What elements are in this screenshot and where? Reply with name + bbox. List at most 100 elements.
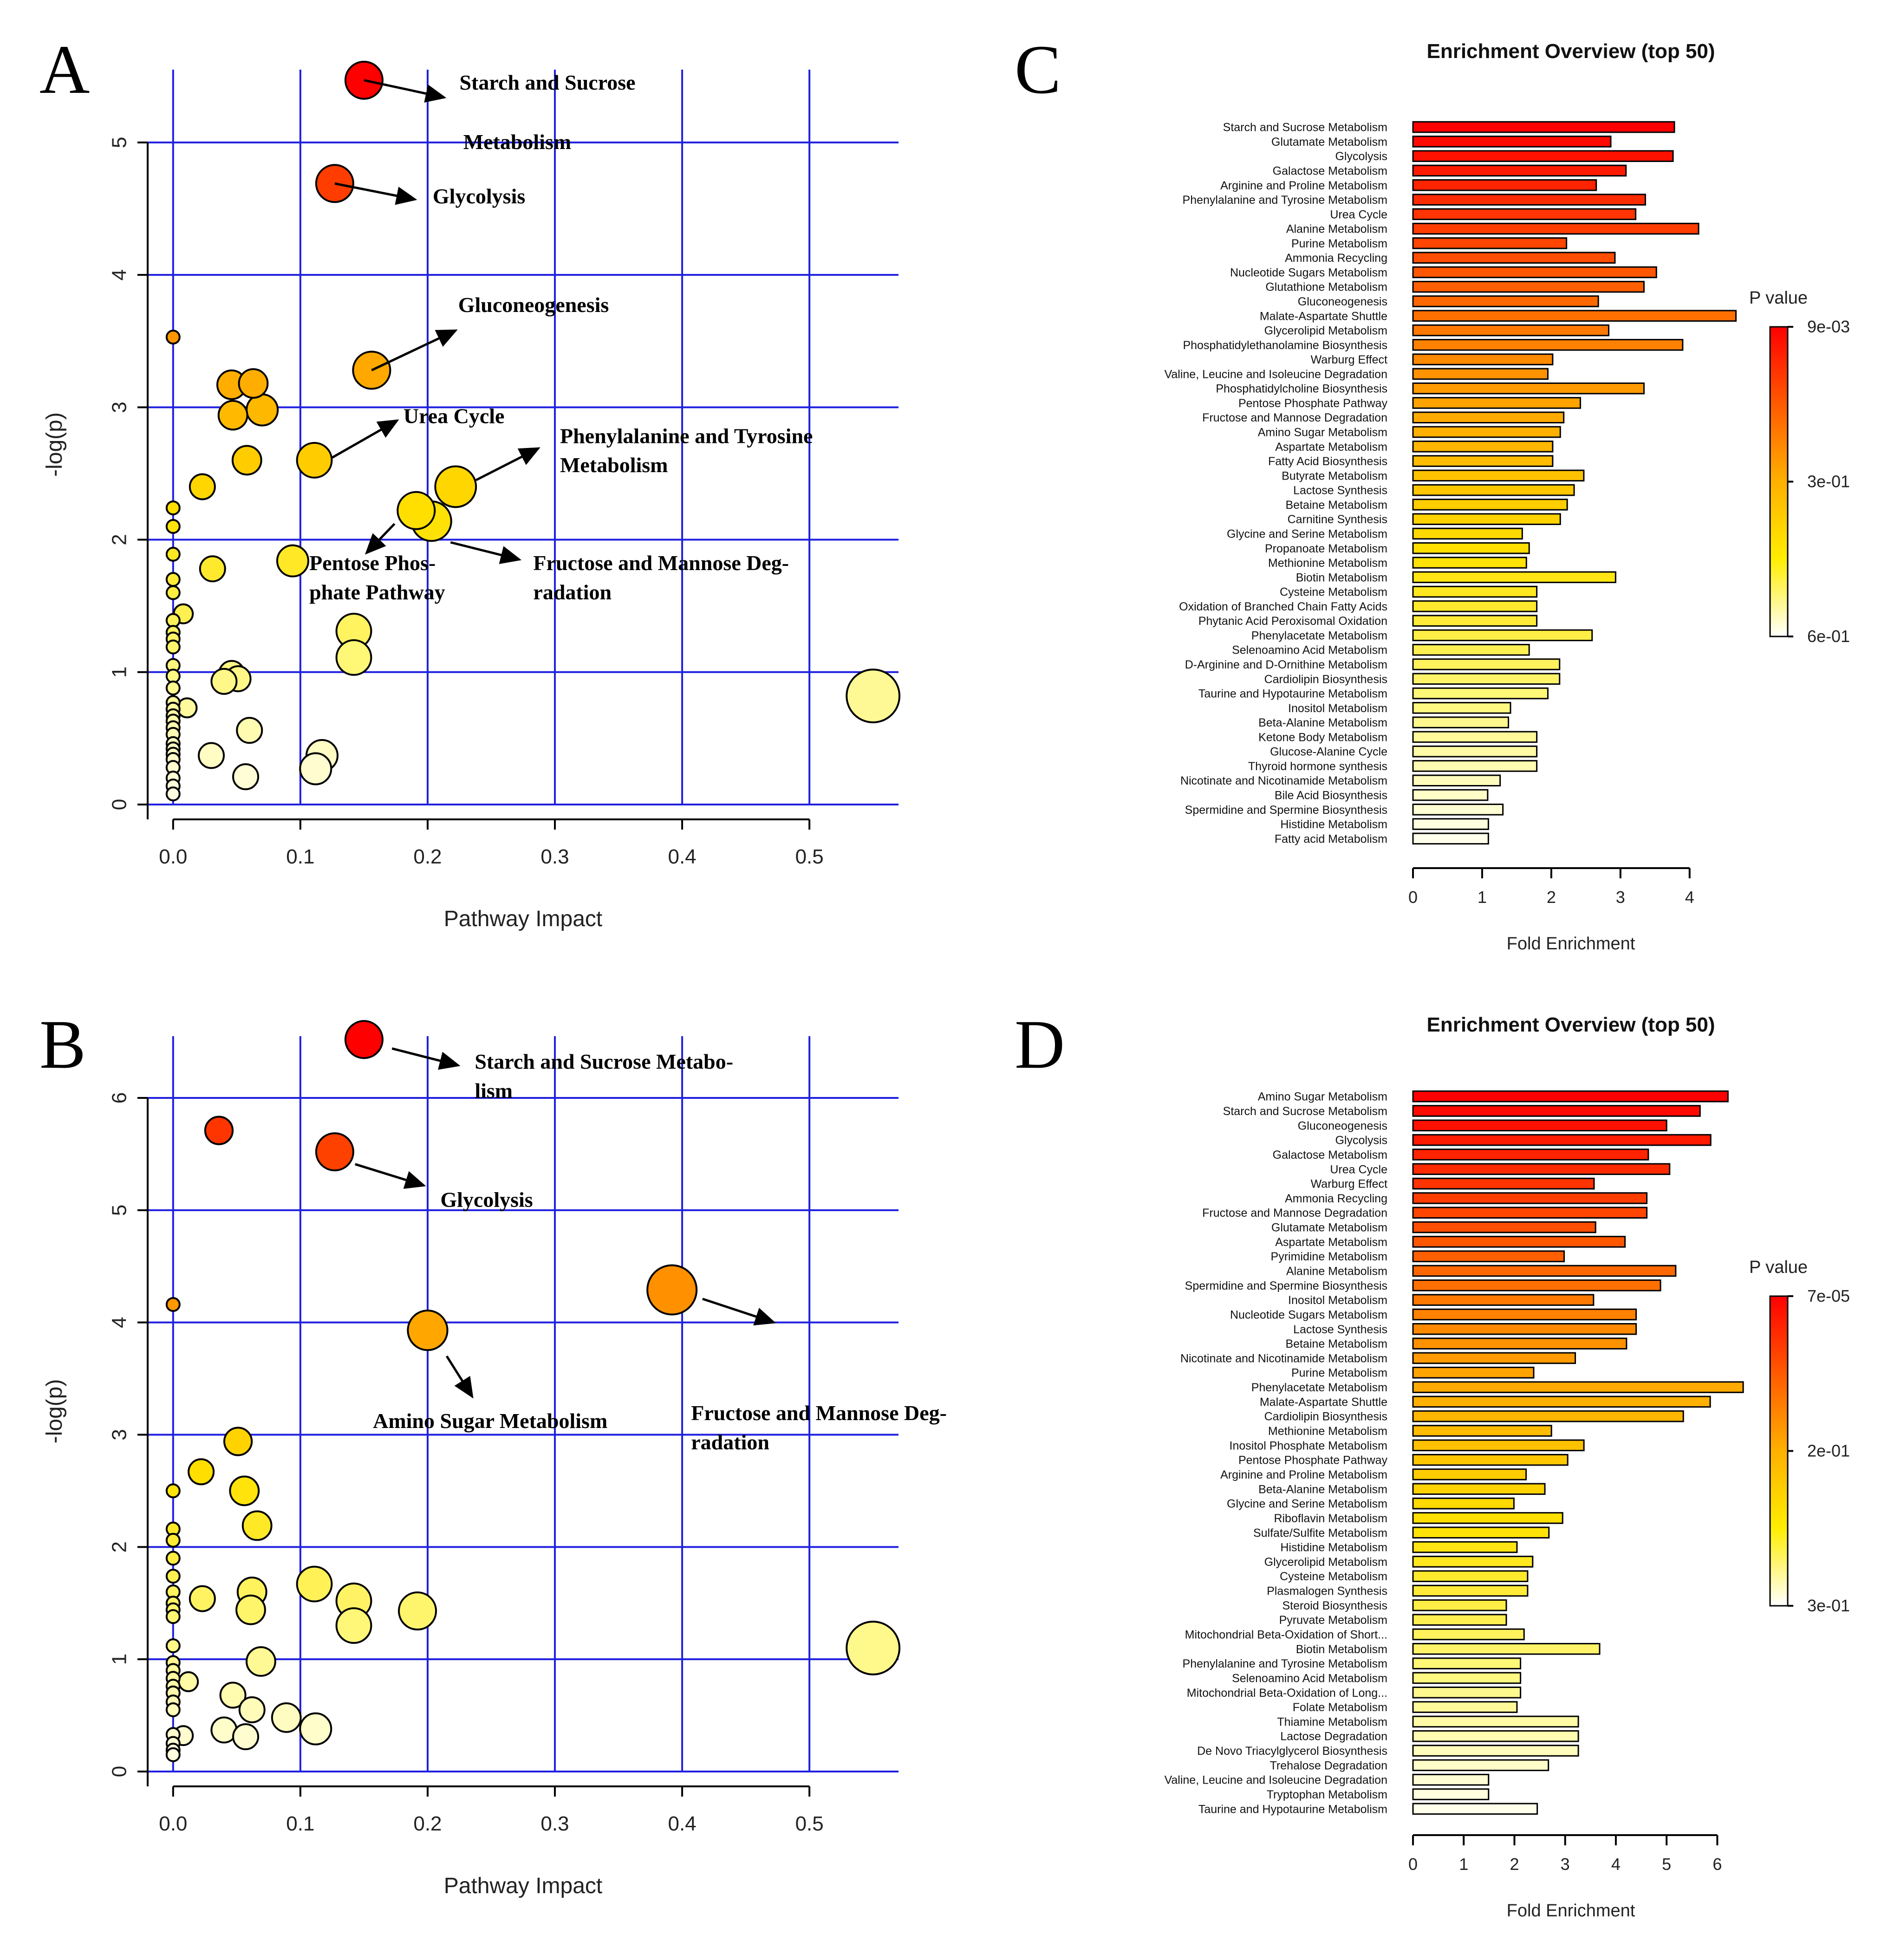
bar <box>1412 179 1597 191</box>
bar-label: Bile Acid Biosynthesis <box>1275 789 1387 802</box>
chart-title: Enrichment Overview (top 50) <box>1426 1013 1715 1036</box>
bar-label: Pyrimidine Metabolism <box>1271 1250 1387 1263</box>
bar <box>1412 557 1527 569</box>
y-tick-label: 1 <box>108 667 131 678</box>
bar-label: Valine, Leucine and Isoleucine Degradati… <box>1165 1774 1387 1787</box>
bar <box>1412 1803 1538 1815</box>
x-tick-label: 0.4 <box>668 1812 696 1835</box>
bar-label: Histidine Metabolism <box>1280 818 1387 831</box>
bar-label: Selenoamino Acid Metabolism <box>1232 644 1387 657</box>
data-point <box>344 1020 384 1059</box>
bar-label: Spermidine and Spermine Biosynthesis <box>1185 1279 1387 1292</box>
chart-title: Enrichment Overview (top 50) <box>1426 40 1715 63</box>
bar <box>1412 1221 1596 1233</box>
bar <box>1412 542 1530 554</box>
bar <box>1412 1526 1550 1539</box>
bar-label: Thyroid hormone synthesis <box>1248 760 1387 773</box>
bar <box>1412 1352 1576 1364</box>
legend-label: 6e-01 <box>1807 627 1850 646</box>
bar-label: Phenylalanine and Tyrosine Metabolism <box>1183 1657 1387 1670</box>
data-point <box>315 1132 354 1172</box>
bar-label: Glycerolipid Metabolism <box>1264 1556 1387 1569</box>
legend-title: P value <box>1749 288 1808 308</box>
bar <box>1412 789 1489 801</box>
bar-label: Carnitine Synthesis <box>1288 513 1387 526</box>
bar <box>1412 280 1645 293</box>
bar <box>1412 1773 1490 1786</box>
bubble-chart-a: 0.0 0.1 0.2 0.3 0.4 0.5 0 1 2 3 4 5 Pathway Impact -l… <box>42 60 901 931</box>
x-axis-title: Fold Enrichment <box>1507 1901 1635 1921</box>
bar <box>1412 310 1737 322</box>
x-tick-label: 2 <box>1510 1855 1519 1874</box>
data-point <box>198 742 225 769</box>
bar-label: Methionine Metabolism <box>1268 1425 1387 1438</box>
bar-label: Ammonia Recycling <box>1285 252 1387 265</box>
bar <box>1412 164 1627 177</box>
annotation-label: Pentose Phos- <box>309 551 436 575</box>
bar <box>1412 1163 1671 1175</box>
bar-label: Mitochondrial Beta-Oxidation of Short... <box>1185 1629 1387 1642</box>
bar-label: Inositol Metabolism <box>1288 1294 1387 1307</box>
y-tick-label: 0 <box>108 1766 131 1777</box>
bar-label: Selenoamino Acid Metabolism <box>1232 1672 1387 1685</box>
annotation-arrow <box>365 523 396 555</box>
bar <box>1412 804 1504 816</box>
bar-label: Tryptophan Metabolism <box>1267 1788 1387 1801</box>
bar <box>1412 1250 1565 1262</box>
data-point <box>165 546 181 562</box>
data-point <box>276 544 309 578</box>
data-point <box>165 585 181 600</box>
bar-label: Galactose Metabolism <box>1273 164 1387 177</box>
bar <box>1412 1788 1490 1800</box>
data-point <box>235 1594 266 1625</box>
bar <box>1412 1119 1667 1132</box>
annotation-arrow <box>702 1298 776 1326</box>
x-tick-label: 0.0 <box>159 845 187 868</box>
bar <box>1412 1570 1529 1582</box>
bar <box>1412 1294 1595 1306</box>
bar-label: Glycine and Serine Metabolism <box>1227 527 1387 540</box>
bar <box>1412 687 1549 700</box>
data-point <box>296 442 333 479</box>
bar <box>1412 1337 1628 1350</box>
bar <box>1412 353 1554 365</box>
bar <box>1412 295 1599 307</box>
x-tick-label: 0 <box>1408 888 1418 907</box>
data-point <box>199 555 226 583</box>
bar <box>1412 1599 1507 1611</box>
y-tick-label: 6 <box>108 1092 131 1103</box>
y-tick-label: 3 <box>108 402 131 413</box>
bar-label: Fatty Acid Biosynthesis <box>1268 455 1387 468</box>
bar <box>1412 1236 1626 1248</box>
x-tick-label: 1 <box>1459 1855 1468 1874</box>
bar-label: Beta-Alanine Metabolism <box>1258 716 1387 729</box>
bar-label: Lactose Degradation <box>1280 1730 1387 1743</box>
y-tick-label: 5 <box>108 137 131 148</box>
data-point <box>165 1638 181 1654</box>
bar <box>1412 643 1530 656</box>
x-tick-label: 0.2 <box>413 845 442 868</box>
bar <box>1412 1279 1661 1292</box>
data-point <box>165 1532 181 1548</box>
bar-label: Purine Metabolism <box>1291 237 1387 250</box>
bar-label: Urea Cycle <box>1330 1163 1387 1176</box>
enrichment-chart-d: Enrichment Overview (top 50) Amino Sugar … <box>1165 1013 1850 1921</box>
legend-colorbar <box>1769 1295 1789 1607</box>
bar <box>1412 1584 1529 1597</box>
x-tick-label: 0.2 <box>413 1812 442 1835</box>
bar <box>1412 426 1561 438</box>
bar <box>1412 1454 1569 1466</box>
data-point <box>232 763 260 791</box>
bar-label: Glycine and Serine Metabolism <box>1227 1498 1387 1511</box>
bar-label: Cardiolipin Biosynthesis <box>1264 1410 1387 1423</box>
data-point <box>299 752 332 785</box>
bar-label: Inositol Phosphate Metabolism <box>1230 1439 1387 1452</box>
data-point <box>299 1712 332 1746</box>
legend-label: 2e-01 <box>1807 1441 1850 1460</box>
data-point <box>176 697 198 719</box>
annotation-label: Gluconeogenesis <box>458 293 609 317</box>
y-axis-title: -log(p) <box>42 412 67 477</box>
bar <box>1412 673 1561 685</box>
bar-label: Phosphatidylethanolamine Biosynthesis <box>1183 339 1387 352</box>
annotation-label: Glycolysis <box>440 1188 533 1212</box>
